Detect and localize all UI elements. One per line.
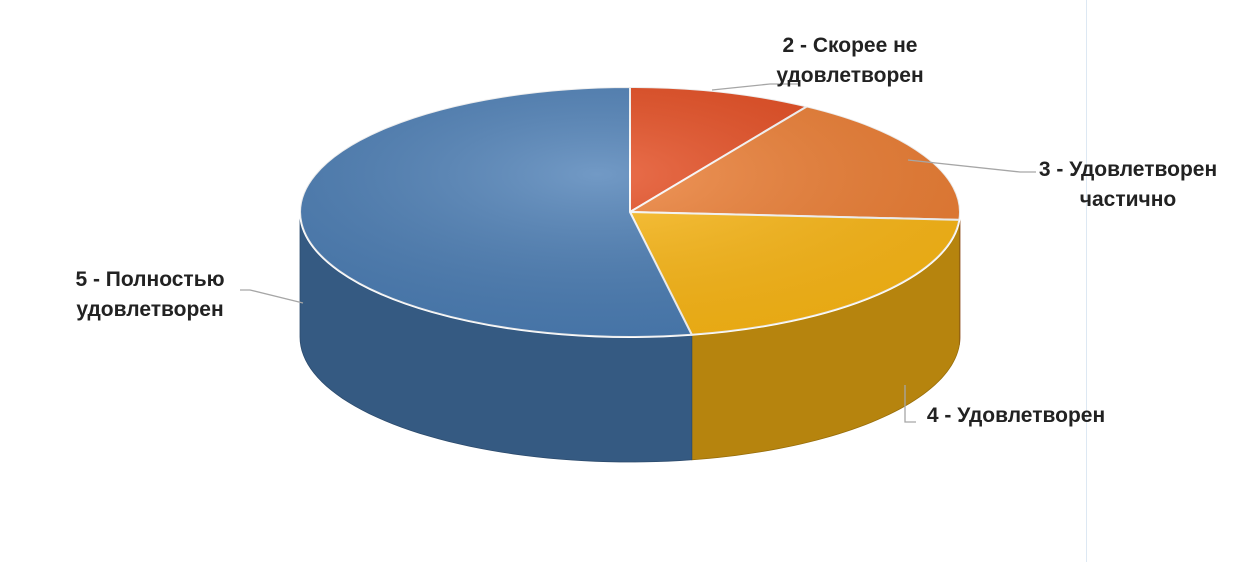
slice-labels: 2 - Скорее не удовлетворен 3 - Удовлетворе… (75, 34, 1217, 427)
leader-line-2 (907, 159, 1036, 173)
slice-label-1-line-2: удовлетворен (776, 64, 923, 87)
slice-label-1-line-1: 2 - Скорее не (783, 34, 918, 57)
slice-label-3: 4 - Удовлетворен (927, 404, 1105, 427)
slice-label-2-line-2: частично (1080, 188, 1176, 211)
leader-lines (240, 83, 1036, 423)
leader-line-1 (711, 83, 800, 91)
slice-label-2: 3 - Удовлетворен частично (1039, 158, 1217, 211)
slice-label-2-line-1: 3 - Удовлетворен (1039, 158, 1217, 181)
slice-label-4: 5 - Полностью удовлетворен (75, 268, 224, 321)
pie-tops (299, 86, 961, 338)
slice-label-4-line-2: удовлетворен (76, 298, 223, 321)
page-border-line (1086, 0, 1087, 562)
slice-label-4-line-1: 5 - Полностью (75, 268, 224, 291)
leader-line-4 (240, 289, 304, 304)
slice-label-1: 2 - Скорее не удовлетворен (776, 34, 923, 87)
slice-label-3-line-1: 4 - Удовлетворен (927, 404, 1105, 427)
leader-line-3 (904, 385, 916, 423)
